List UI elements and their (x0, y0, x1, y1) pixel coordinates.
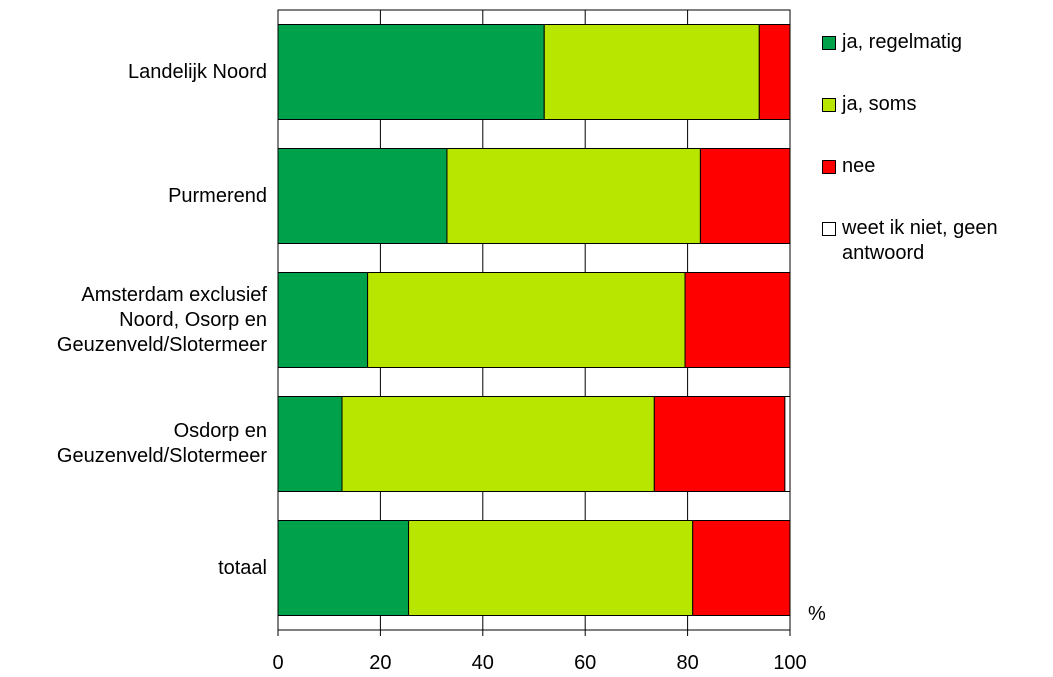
x-tick-label-0: 0 (272, 652, 284, 674)
legend-label-0: ja, regelmatig (842, 31, 963, 53)
bar-2-series-1 (367, 272, 686, 368)
bar-1-series-0 (277, 148, 448, 244)
category-label-3: Osdorp en Geuzenveld/Slotermeer (56, 420, 267, 467)
bar-4-series-0 (277, 520, 410, 616)
unit-label: % (808, 603, 826, 625)
bar-0-series-0 (277, 24, 545, 120)
bar-3-series-0 (277, 396, 343, 492)
x-tick-label-5: 100 (773, 652, 807, 674)
bar-4-series-1 (408, 520, 694, 616)
bar-3-series-3 (784, 396, 791, 492)
bar-1-series-2 (699, 148, 791, 244)
bar-0-series-1 (543, 24, 760, 120)
bars (277, 24, 791, 616)
x-tick-label-1: 20 (369, 652, 392, 674)
bar-3-series-2 (653, 396, 786, 492)
legend-swatch-0 (822, 36, 836, 50)
x-tick-label-3: 60 (574, 652, 597, 674)
bar-4-series-2 (692, 520, 791, 616)
legend-swatch-2 (822, 160, 836, 174)
legend-swatch-1 (822, 98, 836, 112)
category-label-1: Purmerend (168, 184, 267, 207)
legend-swatch-3 (822, 222, 836, 236)
category-label-4: totaal (218, 556, 267, 579)
bar-1-series-1 (446, 148, 701, 244)
x-tick-label-4: 80 (676, 652, 699, 674)
bar-2-series-2 (684, 272, 791, 368)
legend-label-1: ja, soms (842, 93, 917, 115)
legend-label-2: nee (842, 155, 876, 177)
plot-frame (277, 9, 791, 631)
bar-2-series-0 (277, 272, 369, 368)
legend-label-3: weet ik niet, geen antwoord (842, 217, 998, 264)
x-tick-label-2: 40 (471, 652, 494, 674)
tick-marks (277, 630, 791, 636)
category-label-0: Landelijk Noord (128, 60, 267, 83)
bar-0-series-2 (758, 24, 791, 120)
bar-3-series-1 (341, 396, 655, 492)
category-label-2: Amsterdam exclusief Noord, Osorp en Geuz… (56, 283, 267, 356)
